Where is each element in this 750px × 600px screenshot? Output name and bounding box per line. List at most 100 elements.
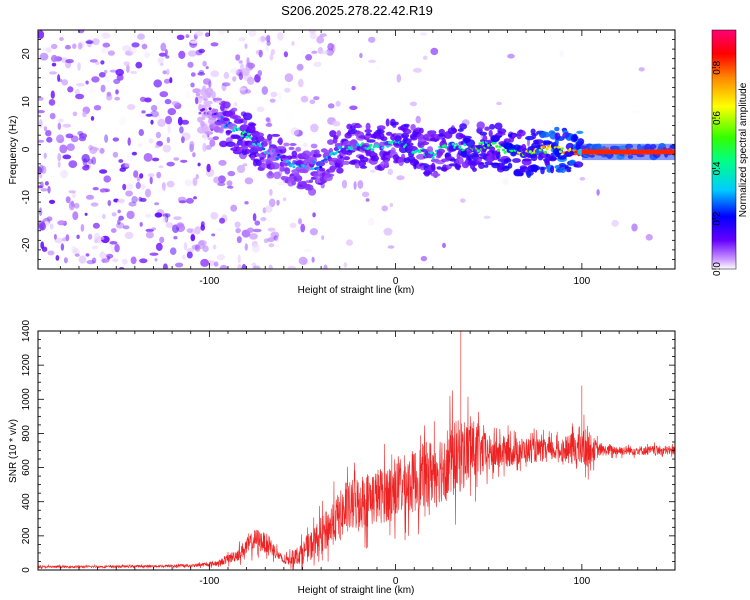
spectrogram-noise-blob	[290, 127, 300, 136]
spectrogram-noise-blob	[442, 242, 446, 249]
spectrogram-ytick-label: 20	[21, 48, 32, 60]
spectrogram-noise-blob	[422, 55, 428, 60]
spectrogram-noise-blob	[236, 164, 246, 174]
spectrogram-ylabel: Frequency (Hz)	[8, 116, 19, 185]
spectrogram-noise-blob	[68, 190, 76, 194]
spectrogram-noise-blob	[38, 96, 44, 101]
spectrogram-noise-blob	[237, 87, 246, 91]
spectrogram-ridge-core	[543, 150, 548, 154]
spectrogram-ridge-core	[275, 157, 279, 160]
spectrogram-noise-blob	[268, 264, 273, 269]
spectrogram-ridge-halo	[200, 120, 205, 128]
spectrogram-noise-blob	[45, 47, 52, 53]
spectrogram-noise-blob	[192, 88, 201, 94]
spectrogram-noise-blob	[107, 256, 111, 260]
spectrogram-ridge-halo	[250, 125, 256, 133]
spectrogram-noise-blob	[269, 98, 276, 103]
spectrogram-xlabel: Height of straight line (km)	[298, 285, 415, 296]
spectrogram-ridge-halo	[472, 167, 477, 172]
spectrogram-noise-blob	[103, 180, 111, 188]
spectrogram-noise-blob	[128, 46, 137, 54]
spectrogram-ridge-halo	[277, 139, 283, 144]
spectrogram-noise-blob	[277, 181, 287, 186]
spectrogram-noise-blob	[202, 60, 207, 67]
spectrogram-ridge-core	[349, 147, 353, 151]
spectrogram-ridge-core	[356, 143, 360, 146]
spectrogram-ridge-core	[431, 156, 435, 160]
spectrogram-noise-blob	[41, 165, 47, 174]
spectrogram-noise-blob	[221, 82, 227, 92]
spectrogram-noise-blob	[109, 69, 117, 73]
spectrogram-noise-blob	[40, 188, 48, 192]
spectrogram-noise-blob	[38, 166, 42, 175]
spectrogram-noise-blob	[122, 45, 131, 52]
spectrogram-ridge-halo	[421, 141, 430, 146]
spectrogram-noise-blob	[323, 264, 328, 269]
spectrogram-ridge-halo	[479, 131, 488, 136]
spectrogram-noise-blob	[387, 245, 395, 249]
spectrogram-ridge-core	[486, 144, 490, 147]
spectrogram-ridge-halo	[211, 90, 216, 99]
spectrogram-noise-blob	[135, 61, 143, 69]
snr-series-line	[38, 331, 675, 570]
spectrogram-noise-blob	[193, 196, 197, 200]
spectrogram-noise-blob	[189, 141, 195, 149]
spectrogram-noise-blob	[187, 50, 197, 57]
spectrogram-noise-blob	[286, 112, 295, 121]
spectrogram-noise-blob	[246, 227, 254, 233]
spectrogram-ridge-halo	[540, 166, 545, 175]
spectrogram-noise-blob	[178, 50, 186, 60]
spectrogram-ridge-halo	[343, 156, 350, 161]
spectrogram-marks	[38, 30, 675, 269]
spectrogram-noise-blob	[335, 100, 341, 107]
spectrogram-noise-blob	[39, 52, 49, 61]
spectrogram-noise-blob	[559, 50, 564, 58]
spectrogram-noise-blob	[144, 51, 151, 59]
spectrogram-noise-blob	[260, 217, 267, 222]
spectrogram-noise-blob	[270, 49, 276, 56]
spectrogram-noise-blob	[123, 61, 130, 66]
spectrogram-noise-blob	[645, 234, 653, 241]
spectrogram-noise-blob	[82, 111, 87, 118]
spectrogram-noise-blob	[157, 118, 166, 128]
spectrogram-noise-blob	[111, 228, 117, 233]
spectrogram-ridge-core	[558, 150, 563, 154]
spectrogram-ridge-halo	[394, 135, 402, 142]
spectrogram-noise-blob	[282, 197, 287, 202]
spectrogram-noise-blob	[122, 183, 127, 191]
spectrogram-noise-blob	[332, 120, 341, 127]
spectrogram-noise-blob	[145, 113, 153, 117]
spectrogram-ridge-halo	[530, 165, 541, 171]
spectrogram-noise-blob	[39, 119, 43, 128]
spectrogram-noise-blob	[273, 235, 279, 241]
spectrogram-ridge-core	[429, 151, 433, 155]
spectrogram-noise-blob	[265, 117, 270, 122]
spectrogram-ridge-halo	[278, 155, 289, 159]
spectrogram-noise-blob	[180, 159, 188, 163]
spectrogram-ridge-halo	[273, 171, 281, 180]
spectrogram-noise-blob	[111, 212, 117, 217]
spectrogram-noise-blob	[197, 72, 205, 76]
spectrogram-noise-blob	[48, 99, 56, 106]
spectrogram-noise-blob	[181, 136, 185, 144]
spectrogram-noise-blob	[217, 254, 226, 261]
spectrogram-noise-blob	[131, 151, 137, 156]
spectrogram-noise-blob	[124, 231, 134, 239]
spectrogram-noise-blob	[182, 254, 186, 260]
spectrogram-noise-blob	[126, 183, 133, 190]
spectrogram-noise-blob	[203, 133, 208, 141]
spectrogram-noise-blob	[217, 182, 226, 187]
spectrogram-noise-blob	[166, 180, 175, 188]
spectrogram-noise-blob	[197, 240, 205, 250]
snr-ytick-label: 200	[21, 527, 32, 544]
spectrogram-noise-blob	[234, 221, 241, 228]
spectrogram-noise-blob	[178, 200, 187, 204]
spectrogram-noise-blob	[72, 111, 78, 117]
spectrogram-noise-blob	[309, 99, 316, 105]
spectrogram-ridge-halo	[385, 118, 390, 127]
spectrogram-noise-blob	[141, 43, 148, 50]
spectrogram-noise-blob	[50, 43, 58, 50]
spectrogram-ridge-halo	[271, 133, 281, 137]
spectrogram-ridge-halo	[291, 180, 297, 186]
